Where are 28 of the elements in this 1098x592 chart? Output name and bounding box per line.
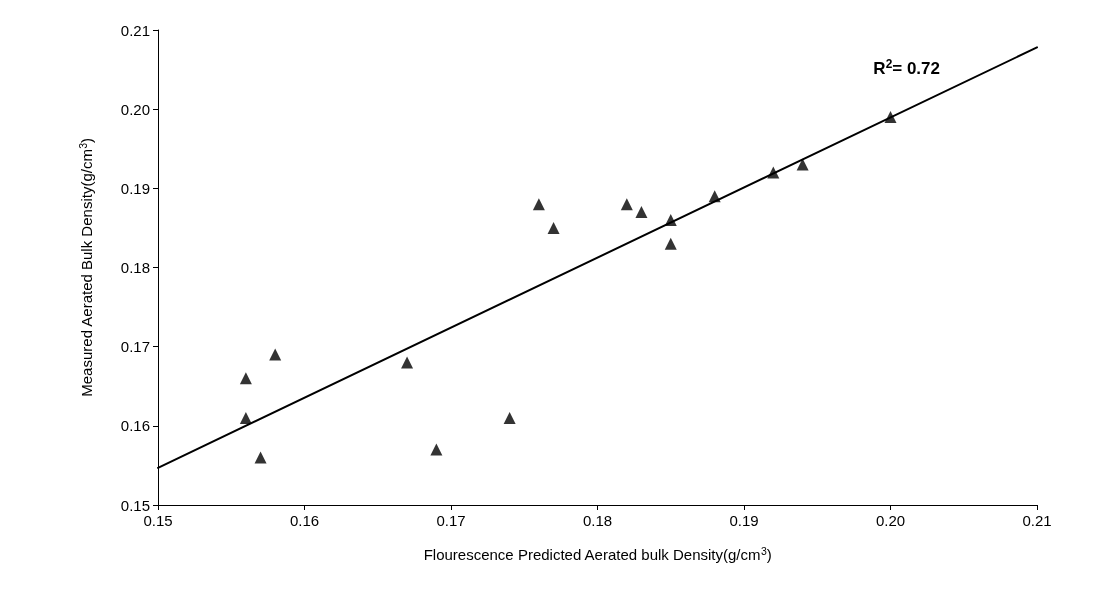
point xyxy=(254,451,267,464)
point xyxy=(664,237,677,250)
x-tick-label: 0.16 xyxy=(289,512,320,529)
x-tick-label: 0.21 xyxy=(1022,512,1052,529)
point xyxy=(532,198,545,211)
y-tick-label: 0.15 xyxy=(120,496,150,514)
y-axis-title: Measured Aerated Bulk Density(g/cm3) xyxy=(77,137,96,397)
point xyxy=(430,443,443,456)
x-tick-label: 0.17 xyxy=(436,512,466,529)
x-tick-label: 0.19 xyxy=(729,512,759,529)
point xyxy=(401,356,414,369)
point xyxy=(503,411,516,424)
y-tick-label: 0.21 xyxy=(120,21,150,39)
point xyxy=(620,198,633,211)
y-tick-label: 0.20 xyxy=(120,100,150,118)
point xyxy=(547,221,560,234)
y-tick-label: 0.19 xyxy=(120,179,150,197)
x-tick-label: 0.18 xyxy=(582,512,613,529)
y-tick-label: 0.17 xyxy=(120,338,150,356)
point xyxy=(635,206,648,219)
point xyxy=(239,411,252,424)
x-tick-label: 0.15 xyxy=(143,512,173,529)
point xyxy=(796,158,809,171)
point xyxy=(239,372,252,385)
point xyxy=(269,348,282,361)
y-tick-label: 0.18 xyxy=(120,259,150,276)
x-tick-label: 0.20 xyxy=(875,512,906,529)
y-tick-label: 0.16 xyxy=(120,417,150,435)
